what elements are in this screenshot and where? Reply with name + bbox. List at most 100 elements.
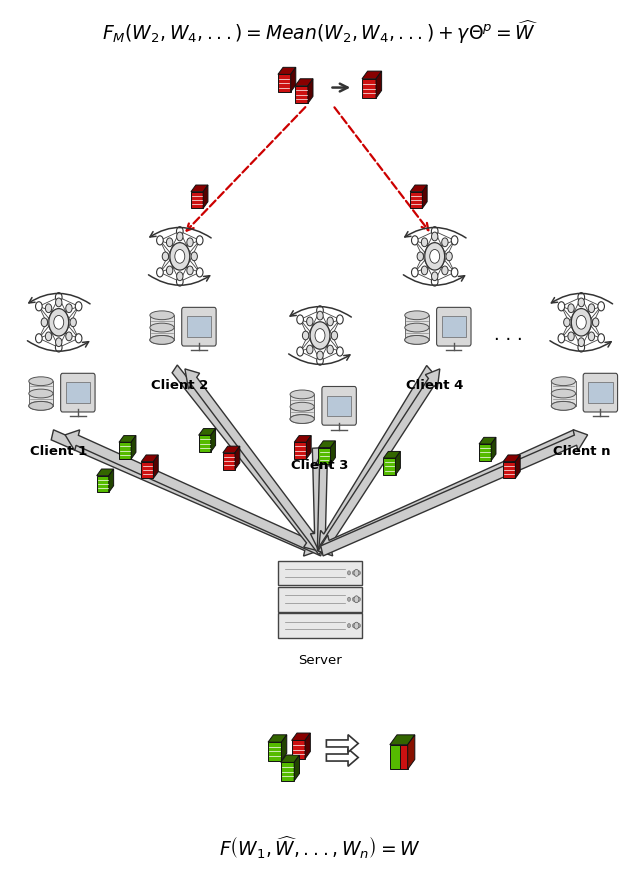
Circle shape	[578, 343, 584, 352]
FancyBboxPatch shape	[65, 383, 90, 403]
Polygon shape	[119, 442, 131, 459]
Circle shape	[56, 338, 62, 347]
Circle shape	[358, 597, 360, 602]
Circle shape	[358, 571, 360, 575]
Circle shape	[337, 347, 343, 356]
Polygon shape	[198, 435, 211, 452]
Polygon shape	[235, 446, 240, 469]
Circle shape	[310, 322, 330, 349]
FancyBboxPatch shape	[150, 327, 174, 340]
Circle shape	[157, 235, 163, 245]
Polygon shape	[141, 455, 158, 461]
Circle shape	[576, 316, 586, 329]
FancyBboxPatch shape	[61, 373, 95, 412]
Text: Server: Server	[298, 654, 342, 667]
Circle shape	[354, 570, 359, 576]
Polygon shape	[330, 441, 335, 464]
Circle shape	[317, 351, 323, 360]
Circle shape	[593, 318, 599, 326]
Circle shape	[431, 260, 438, 269]
Circle shape	[421, 238, 428, 247]
Circle shape	[446, 252, 452, 261]
FancyBboxPatch shape	[436, 307, 471, 346]
Circle shape	[157, 268, 163, 277]
Circle shape	[70, 318, 76, 326]
Circle shape	[431, 227, 438, 235]
Circle shape	[421, 266, 428, 275]
Circle shape	[45, 304, 52, 312]
Circle shape	[41, 318, 47, 326]
Text: Client 1: Client 1	[30, 445, 88, 459]
Circle shape	[177, 227, 183, 235]
Circle shape	[598, 302, 604, 310]
Ellipse shape	[290, 415, 314, 423]
FancyBboxPatch shape	[278, 561, 362, 585]
Circle shape	[348, 597, 351, 602]
FancyBboxPatch shape	[278, 587, 362, 611]
FancyBboxPatch shape	[583, 373, 618, 412]
Polygon shape	[223, 446, 240, 452]
Circle shape	[177, 277, 183, 286]
Polygon shape	[292, 733, 310, 740]
Text: $F\left(W_1, \widehat{W}, ..., W_n\right) = W$: $F\left(W_1, \widehat{W}, ..., W_n\right…	[219, 833, 421, 861]
Circle shape	[431, 277, 438, 286]
Circle shape	[417, 252, 424, 261]
Circle shape	[568, 332, 574, 340]
FancyBboxPatch shape	[150, 315, 174, 327]
Polygon shape	[479, 437, 496, 444]
Polygon shape	[376, 71, 381, 98]
Polygon shape	[281, 755, 300, 762]
Circle shape	[307, 345, 313, 354]
Circle shape	[175, 250, 185, 263]
Circle shape	[588, 332, 595, 340]
Circle shape	[337, 315, 343, 324]
Ellipse shape	[29, 389, 53, 398]
Polygon shape	[408, 735, 415, 769]
Ellipse shape	[150, 310, 174, 319]
FancyBboxPatch shape	[588, 383, 612, 403]
Polygon shape	[268, 735, 287, 742]
Polygon shape	[515, 455, 520, 478]
Polygon shape	[295, 78, 313, 86]
Circle shape	[578, 298, 584, 307]
Circle shape	[588, 304, 595, 312]
Polygon shape	[383, 458, 396, 475]
Circle shape	[412, 268, 418, 277]
Circle shape	[578, 293, 584, 302]
Circle shape	[177, 272, 183, 280]
Ellipse shape	[29, 401, 53, 410]
Ellipse shape	[404, 323, 429, 332]
Polygon shape	[503, 461, 515, 478]
Circle shape	[431, 272, 438, 280]
Circle shape	[317, 311, 323, 320]
FancyBboxPatch shape	[404, 315, 429, 327]
Polygon shape	[326, 749, 358, 766]
Ellipse shape	[551, 389, 575, 398]
Circle shape	[66, 304, 72, 312]
FancyBboxPatch shape	[322, 386, 356, 425]
Circle shape	[348, 571, 351, 575]
Circle shape	[442, 238, 448, 247]
Circle shape	[49, 309, 68, 336]
Polygon shape	[319, 365, 433, 551]
Circle shape	[315, 329, 325, 342]
Polygon shape	[294, 442, 307, 459]
Polygon shape	[51, 430, 318, 556]
Text: Client 4: Client 4	[406, 379, 463, 392]
Circle shape	[578, 310, 584, 318]
Circle shape	[431, 232, 438, 241]
Circle shape	[598, 333, 604, 343]
Polygon shape	[223, 452, 235, 469]
Polygon shape	[185, 369, 324, 555]
Ellipse shape	[29, 377, 53, 385]
Polygon shape	[310, 448, 326, 551]
Polygon shape	[422, 185, 427, 208]
Polygon shape	[203, 185, 208, 208]
Circle shape	[353, 571, 355, 575]
Polygon shape	[109, 469, 114, 492]
Ellipse shape	[551, 401, 575, 410]
FancyBboxPatch shape	[187, 317, 211, 337]
Circle shape	[353, 624, 355, 628]
Circle shape	[578, 338, 584, 347]
Circle shape	[429, 250, 440, 263]
